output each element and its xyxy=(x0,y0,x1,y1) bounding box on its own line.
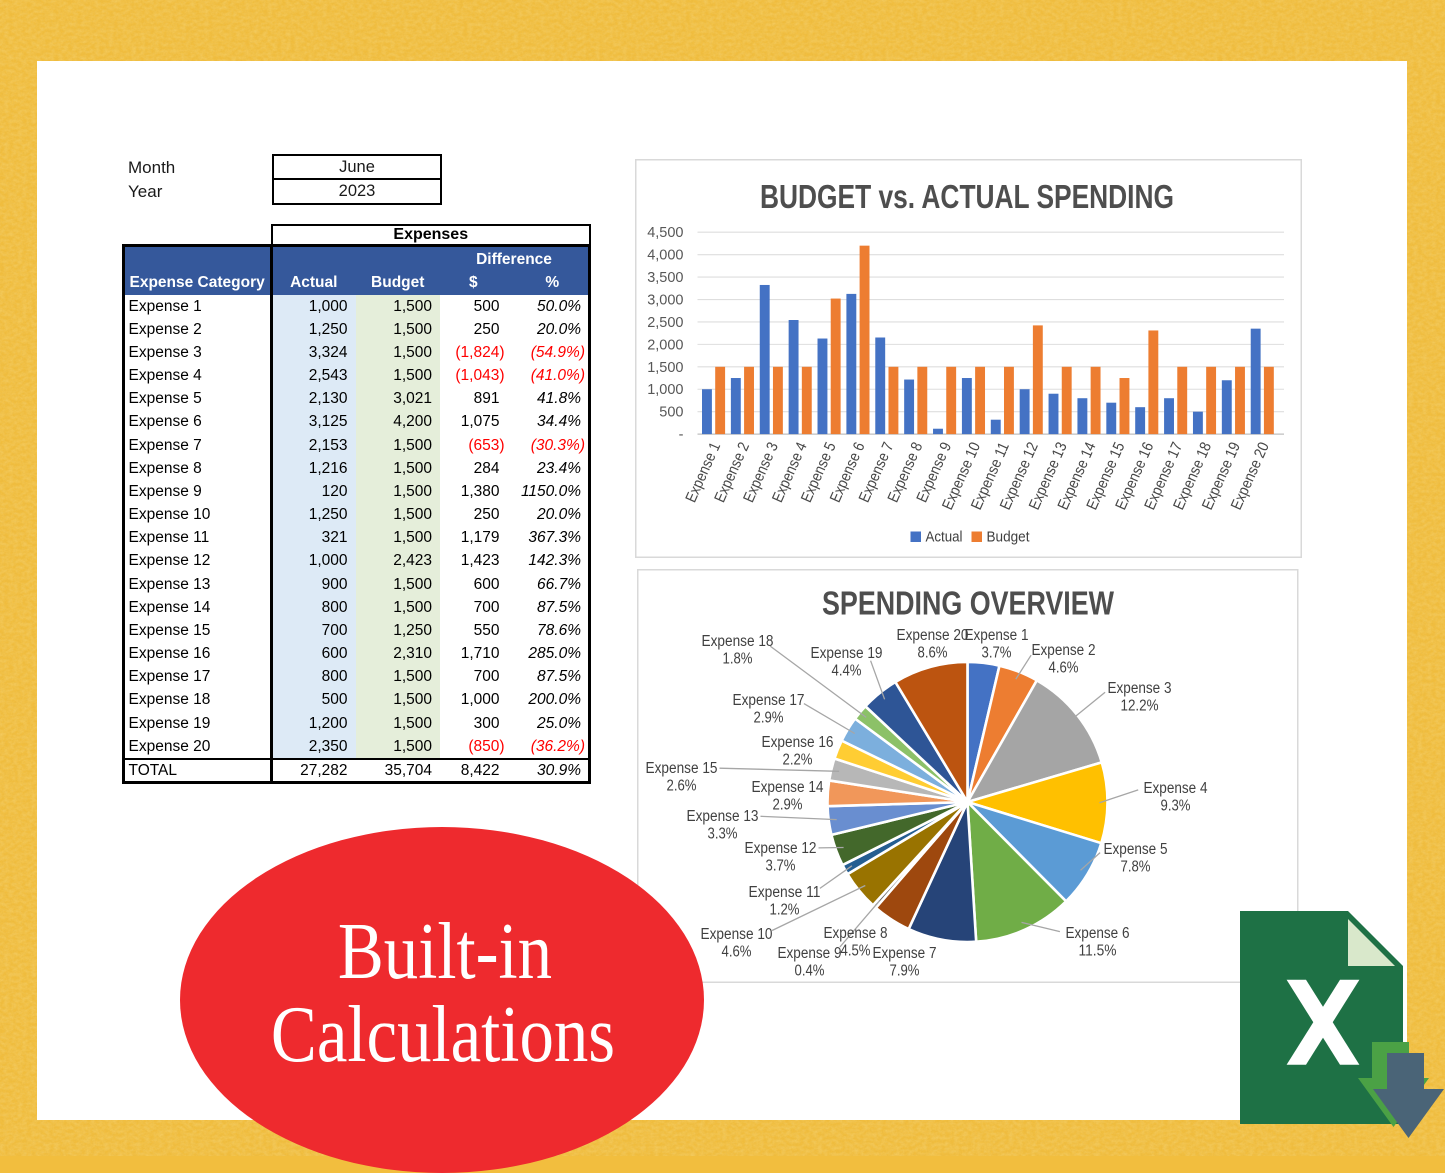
svg-text:-: - xyxy=(678,427,683,443)
svg-text:3,000: 3,000 xyxy=(647,292,683,308)
svg-text:Expense 6: Expense 6 xyxy=(1065,925,1129,942)
svg-text:Expense 12: Expense 12 xyxy=(744,840,816,857)
svg-text:Expense 14: Expense 14 xyxy=(751,779,823,796)
svg-text:BUDGET vs. ACTUAL SPENDING: BUDGET vs. ACTUAL SPENDING xyxy=(760,179,1174,216)
svg-text:1,500: 1,500 xyxy=(647,359,683,375)
svg-text:Expense 1: Expense 1 xyxy=(964,627,1028,644)
svg-text:Expense 19: Expense 19 xyxy=(810,645,882,662)
svg-text:2,500: 2,500 xyxy=(647,314,683,330)
svg-text:11.5%: 11.5% xyxy=(1078,943,1116,960)
svg-text:3.7%: 3.7% xyxy=(765,858,795,875)
svg-text:Expense 4: Expense 4 xyxy=(1143,780,1207,797)
svg-text:4.5%: 4.5% xyxy=(840,943,870,960)
svg-text:4.4%: 4.4% xyxy=(831,663,861,680)
svg-text:Expense 7: Expense 7 xyxy=(872,945,936,962)
svg-text:1.8%: 1.8% xyxy=(722,651,752,668)
svg-text:Expense 20: Expense 20 xyxy=(896,627,968,644)
svg-text:Actual: Actual xyxy=(925,528,962,545)
svg-text:Expense 16: Expense 16 xyxy=(761,734,833,751)
svg-text:2.9%: 2.9% xyxy=(753,710,783,727)
svg-text:4.6%: 4.6% xyxy=(721,944,751,961)
svg-text:2.9%: 2.9% xyxy=(772,797,802,814)
svg-text:Expense 9: Expense 9 xyxy=(777,945,841,962)
svg-text:8.6%: 8.6% xyxy=(917,645,947,662)
svg-text:Expense 5: Expense 5 xyxy=(1103,841,1167,858)
svg-text:0.4%: 0.4% xyxy=(794,963,824,980)
svg-text:4.6%: 4.6% xyxy=(1048,660,1078,677)
svg-text:Expense 8: Expense 8 xyxy=(823,925,887,942)
svg-text:Expense 18: Expense 18 xyxy=(701,633,773,650)
svg-text:Expense 10: Expense 10 xyxy=(700,926,772,943)
svg-text:1.2%: 1.2% xyxy=(769,902,799,919)
svg-text:SPENDING OVERVIEW: SPENDING OVERVIEW xyxy=(822,586,1114,623)
svg-text:9.3%: 9.3% xyxy=(1160,798,1190,815)
svg-text:3.7%: 3.7% xyxy=(981,645,1011,662)
svg-text:Expense 13: Expense 13 xyxy=(686,808,758,825)
svg-text:Expense 2: Expense 2 xyxy=(1031,642,1095,659)
svg-text:Expense 17: Expense 17 xyxy=(732,692,804,709)
svg-text:Expense 3: Expense 3 xyxy=(1107,680,1171,697)
svg-text:1,000: 1,000 xyxy=(647,382,683,398)
svg-text:4,500: 4,500 xyxy=(647,225,683,241)
svg-text:3,500: 3,500 xyxy=(647,270,683,286)
svg-text:12.2%: 12.2% xyxy=(1120,698,1158,715)
svg-text:2.2%: 2.2% xyxy=(782,752,812,769)
svg-text:2.6%: 2.6% xyxy=(666,778,696,795)
svg-text:500: 500 xyxy=(659,404,683,420)
svg-text:7.8%: 7.8% xyxy=(1120,859,1150,876)
svg-text:4,000: 4,000 xyxy=(647,247,683,263)
svg-text:Expense 15: Expense 15 xyxy=(645,760,717,777)
svg-text:7.9%: 7.9% xyxy=(889,963,919,980)
svg-text:Budget: Budget xyxy=(986,528,1030,545)
svg-text:2,000: 2,000 xyxy=(647,337,683,353)
svg-text:3.3%: 3.3% xyxy=(707,826,737,843)
svg-text:Expense 11: Expense 11 xyxy=(748,884,820,901)
